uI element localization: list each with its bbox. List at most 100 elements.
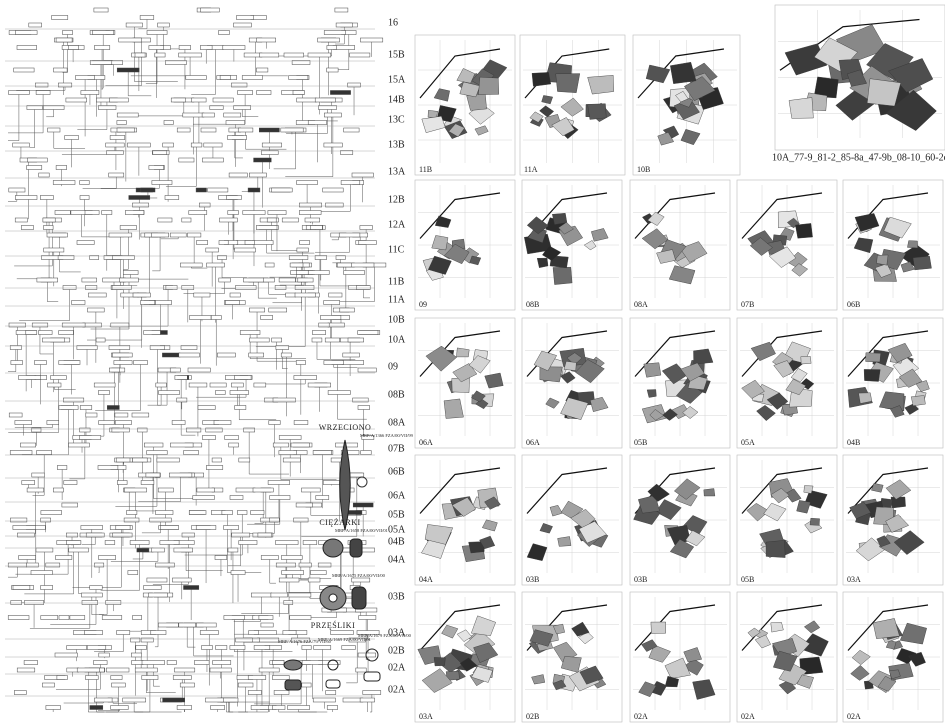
- context-box: [102, 211, 112, 215]
- context-box: [228, 136, 247, 140]
- context-box: [269, 518, 279, 522]
- context-box: [328, 391, 350, 395]
- context-box: [217, 353, 235, 357]
- context-box: [41, 586, 53, 590]
- context-box: [223, 46, 245, 50]
- context-box: [324, 301, 340, 305]
- context-box: [146, 473, 160, 477]
- context-box: [109, 98, 128, 102]
- context-box: [261, 316, 273, 320]
- context-box: [219, 278, 231, 282]
- context-box: [249, 173, 266, 177]
- context-box: [88, 293, 106, 297]
- context-box: [117, 121, 126, 125]
- building-plot: [537, 258, 548, 268]
- context-box: [147, 578, 167, 582]
- context-box: [293, 91, 304, 95]
- context-box: [299, 563, 311, 567]
- building-plot: [552, 213, 567, 224]
- context-box: [90, 586, 103, 590]
- context-box: [186, 428, 201, 432]
- context-box: [207, 263, 225, 267]
- context-box: [206, 428, 223, 432]
- context-box: [66, 98, 87, 102]
- context-box: [141, 481, 154, 485]
- context-box: [144, 331, 161, 335]
- context-box: [324, 143, 342, 147]
- context-box: [284, 601, 293, 605]
- context-box: [265, 263, 274, 267]
- context-box: [117, 128, 135, 132]
- plan-label: 05B: [634, 438, 647, 447]
- context-box: [213, 98, 233, 102]
- context-box: [44, 226, 54, 230]
- context-box: [151, 233, 168, 237]
- context-box: [166, 286, 177, 290]
- context-box: [182, 218, 191, 222]
- context-box: [219, 31, 230, 35]
- context-box: [179, 623, 196, 627]
- context-box: [59, 406, 78, 410]
- context-box: [16, 31, 38, 35]
- plan-panel: [737, 455, 837, 585]
- context-box: [254, 158, 272, 162]
- phase-label: 03B: [388, 591, 405, 602]
- context-box: [191, 143, 202, 147]
- context-box: [17, 533, 34, 537]
- context-box: [123, 698, 146, 702]
- context-box: [124, 518, 139, 522]
- building-plot: [795, 223, 812, 238]
- context-box: [253, 488, 273, 492]
- context-box: [351, 263, 374, 267]
- building-plot: [588, 104, 607, 120]
- context-box: [250, 338, 270, 342]
- context-box: [228, 548, 238, 552]
- building-plot: [911, 396, 925, 406]
- context-box: [248, 691, 261, 695]
- context-box: [242, 76, 262, 80]
- context-box: [169, 473, 192, 477]
- context-box: [340, 308, 355, 312]
- plan-label: 03B: [634, 575, 647, 584]
- context-box: [200, 631, 218, 635]
- context-box: [62, 323, 85, 327]
- context-box: [177, 398, 187, 402]
- context-box: [257, 91, 271, 95]
- context-box: [115, 421, 131, 425]
- building-plot: [434, 657, 445, 666]
- context-box: [295, 293, 315, 297]
- context-box: [290, 263, 303, 267]
- context-box: [162, 353, 180, 357]
- context-box: [86, 286, 97, 290]
- context-box: [196, 623, 216, 627]
- plan-label: 02B: [526, 712, 539, 721]
- context-box: [152, 181, 172, 185]
- plan-panel: [630, 180, 730, 310]
- phase-label: 11B: [388, 276, 405, 287]
- context-box: [83, 323, 102, 327]
- context-box: [149, 46, 164, 50]
- context-box: [279, 451, 297, 455]
- context-box: [96, 338, 105, 342]
- phase-label: 07B: [388, 443, 405, 454]
- context-box: [135, 668, 157, 672]
- context-box: [281, 353, 291, 357]
- context-box: [238, 128, 253, 132]
- context-box: [53, 488, 63, 492]
- phase-label: 05A: [388, 524, 406, 535]
- context-box: [294, 376, 317, 380]
- context-box: [126, 23, 142, 27]
- context-box: [353, 503, 373, 507]
- context-box: [201, 8, 220, 12]
- context-box: [303, 541, 317, 545]
- building-plot: [891, 497, 906, 508]
- context-box: [158, 218, 172, 222]
- context-box: [174, 668, 194, 672]
- context-box: [184, 451, 199, 455]
- context-box: [141, 638, 153, 642]
- context-box: [132, 203, 148, 207]
- plan-label: 04A: [419, 575, 433, 584]
- context-box: [198, 406, 215, 410]
- context-box: [189, 383, 207, 387]
- plan-label: 06A: [419, 438, 433, 447]
